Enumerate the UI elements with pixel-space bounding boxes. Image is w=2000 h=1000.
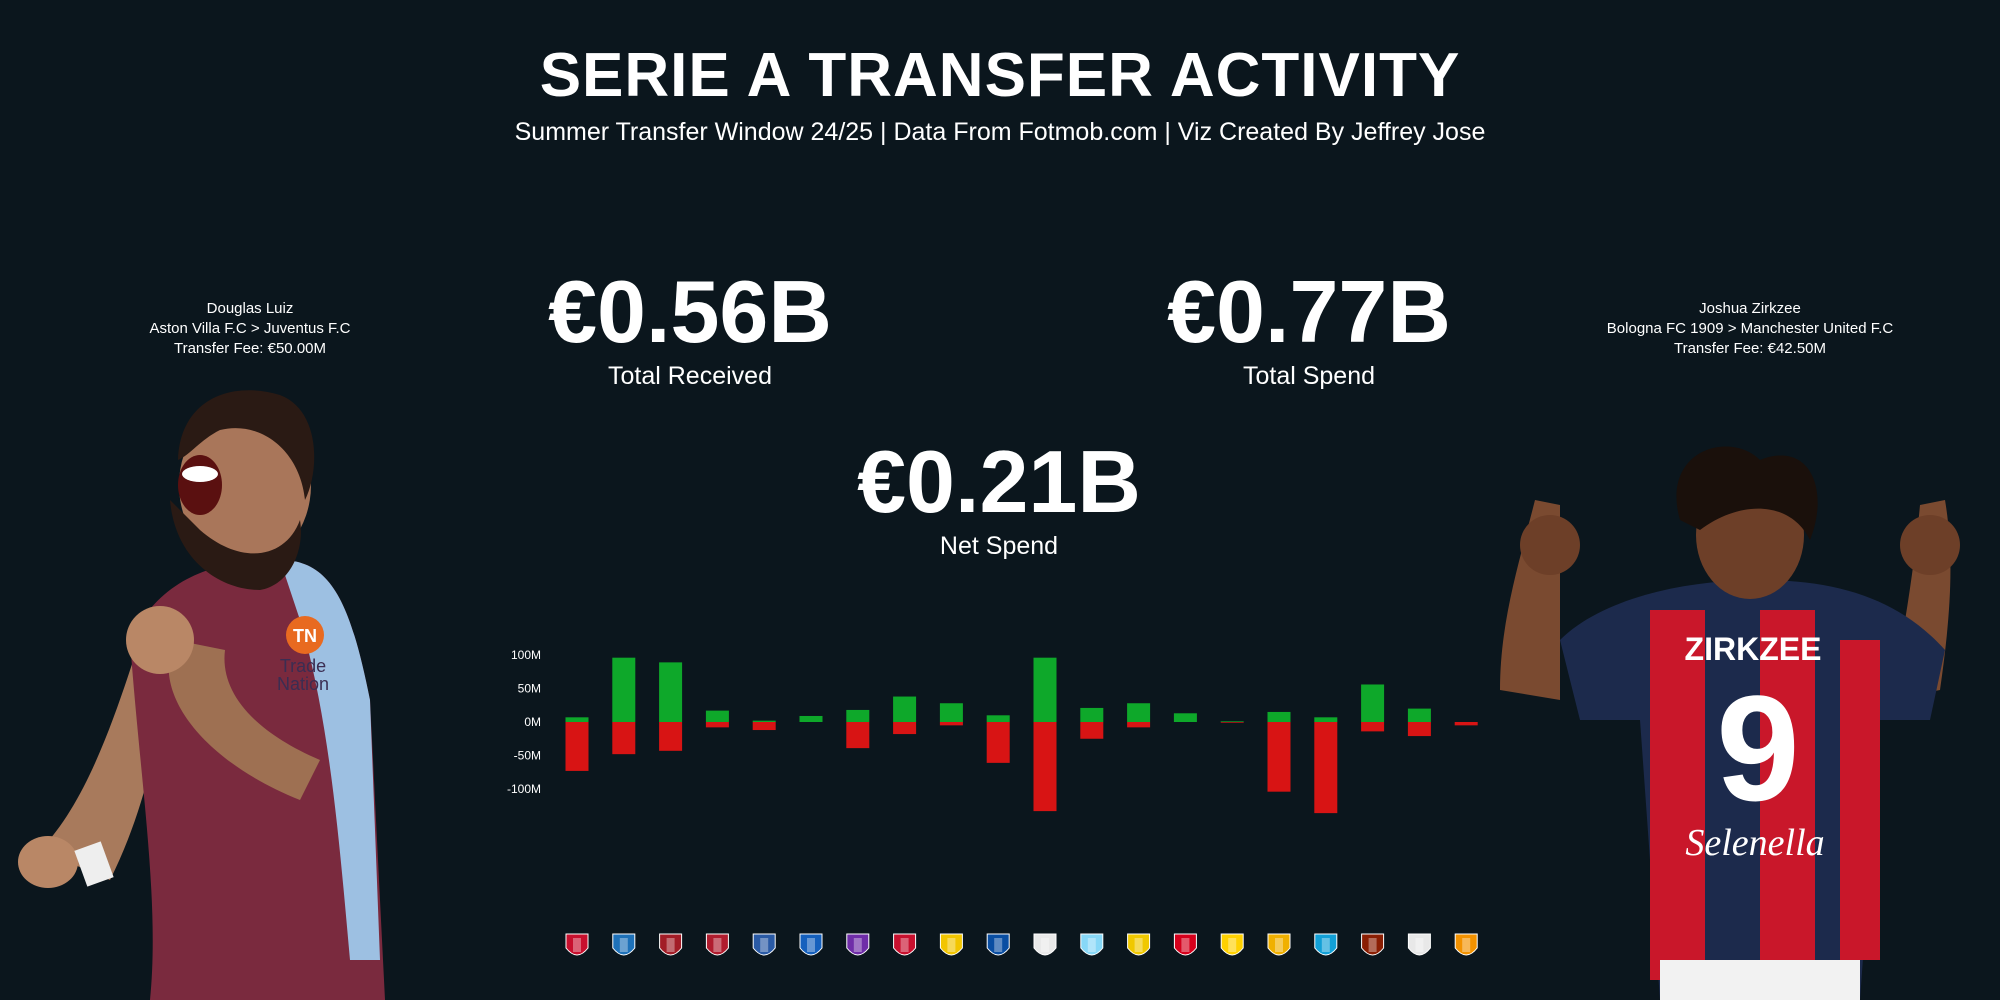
kpi-spend-label: Total Spend (1242, 362, 1376, 390)
bar-received-genoa (893, 696, 917, 722)
kpi-net-label: Net Spend (939, 532, 1059, 560)
bar-spent-parma (1220, 722, 1244, 723)
bar-spent-lazio (1080, 722, 1104, 739)
svg-text:9: 9 (1716, 664, 1799, 832)
y-tick-label: 100M (511, 648, 541, 662)
svg-text:ZIRKZEE: ZIRKZEE (1685, 631, 1822, 667)
player-move: Aston Villa F.C > Juventus F.C (149, 320, 351, 337)
bar-spent-udinese (1407, 722, 1431, 737)
bar-spent-juventus (1033, 722, 1057, 812)
player-name: Douglas Luiz (206, 300, 294, 317)
bar-spent-roma (1267, 722, 1291, 792)
kpi-total-spend: €0.77B Total Spend (1059, 268, 1559, 391)
svg-text:Trade: Trade (280, 656, 326, 676)
club-crest-genoa (893, 933, 917, 956)
bar-spent-genoa (893, 722, 917, 735)
player-move: Bologna FC 1909 > Manchester United F.C (1606, 320, 1894, 337)
bar-spent-napoli (1314, 722, 1338, 814)
svg-text:Selenella: Selenella (1685, 822, 1824, 864)
bar-received-roma (1267, 711, 1291, 722)
bar-received-lazio (1080, 707, 1104, 722)
bar-received-atalanta (612, 657, 636, 722)
bar-received-lecce (1127, 703, 1151, 722)
y-tick-label: -50M (514, 749, 541, 763)
bar-received-monza (1173, 713, 1197, 722)
player-caption-left: Douglas Luiz Aston Villa F.C > Juventus … (30, 299, 470, 359)
club-crest-cagliari (705, 933, 729, 956)
bar-received-cagliari (705, 710, 729, 722)
bar-spent-como (752, 722, 776, 731)
bar-spent-cagliari (705, 722, 729, 728)
y-tick-label: 50M (518, 682, 541, 696)
bar-spent-lecce (1127, 722, 1151, 728)
bar-received-ac-milan (565, 717, 589, 722)
kpi-received-label: Total Received (608, 362, 772, 390)
bar-received-bologna (659, 662, 683, 722)
club-crest-lecce (1127, 933, 1151, 956)
club-crest-atalanta (612, 933, 636, 956)
bar-received-napoli (1314, 717, 1338, 722)
y-tick-label: 0M (524, 715, 541, 729)
player-name: Joshua Zirkzee (1699, 300, 1801, 317)
svg-text:Nation: Nation (277, 674, 329, 694)
kpi-spend-value: €0.77B (1167, 262, 1451, 361)
kpi-total-received: €0.56B Total Received (440, 268, 940, 391)
club-crest-bologna (659, 933, 683, 956)
club-crest-parma (1220, 933, 1244, 956)
page-title: SERIE A TRANSFER ACTIVITY (539, 41, 1461, 110)
bar-received-juventus (1033, 657, 1057, 722)
bar-spent-fiorentina (846, 722, 870, 749)
bar-spent-ac-milan (565, 722, 589, 771)
bar-received-como (752, 720, 776, 722)
club-crest-lazio (1080, 933, 1104, 956)
bar-received-inter (986, 715, 1010, 722)
bar-received-parma (1220, 721, 1244, 722)
player-fee: Transfer Fee: €50.00M (173, 340, 326, 357)
y-tick-label: -100M (507, 782, 541, 796)
bar-received-udinese (1407, 708, 1431, 722)
club-crest-roma (1267, 933, 1291, 956)
bar-received-torino (1361, 684, 1385, 722)
club-crest-fiorentina (846, 933, 870, 956)
svg-text:TN: TN (293, 626, 317, 646)
bar-spent-hellas-verona (939, 722, 963, 726)
club-crest-venezia (1454, 933, 1478, 956)
club-crest-monza (1173, 933, 1197, 956)
club-crest-ac-milan (565, 933, 589, 956)
club-crest-inter (986, 933, 1010, 956)
club-crest-napoli (1314, 933, 1338, 956)
club-crest-hellas-verona (939, 933, 963, 956)
bar-received-fiorentina (846, 709, 870, 722)
kpi-received-value: €0.56B (548, 262, 832, 361)
bar-received-hellas-verona (939, 703, 963, 722)
player-caption-right: Joshua Zirkzee Bologna FC 1909 > Manches… (1530, 299, 1970, 359)
player-fee: Transfer Fee: €42.50M (1673, 340, 1826, 357)
kpi-net-value: €0.21B (857, 432, 1141, 531)
club-crest-juventus (1033, 933, 1057, 956)
club-crest-como (752, 933, 776, 956)
club-crest-empoli (799, 933, 823, 956)
bar-spent-bologna (659, 722, 683, 751)
bar-spent-inter (986, 722, 1010, 763)
kpi-net-spend: €0.21B Net Spend (749, 438, 1249, 561)
bar-received-empoli (799, 715, 823, 722)
bar-spent-torino (1361, 722, 1385, 732)
club-crest-torino (1361, 933, 1385, 956)
club-crest-udinese (1407, 933, 1431, 956)
bar-spent-atalanta (612, 722, 636, 755)
bar-spent-venezia (1454, 722, 1478, 726)
page-subtitle: Summer Transfer Window 24/25 | Data From… (514, 118, 1486, 146)
